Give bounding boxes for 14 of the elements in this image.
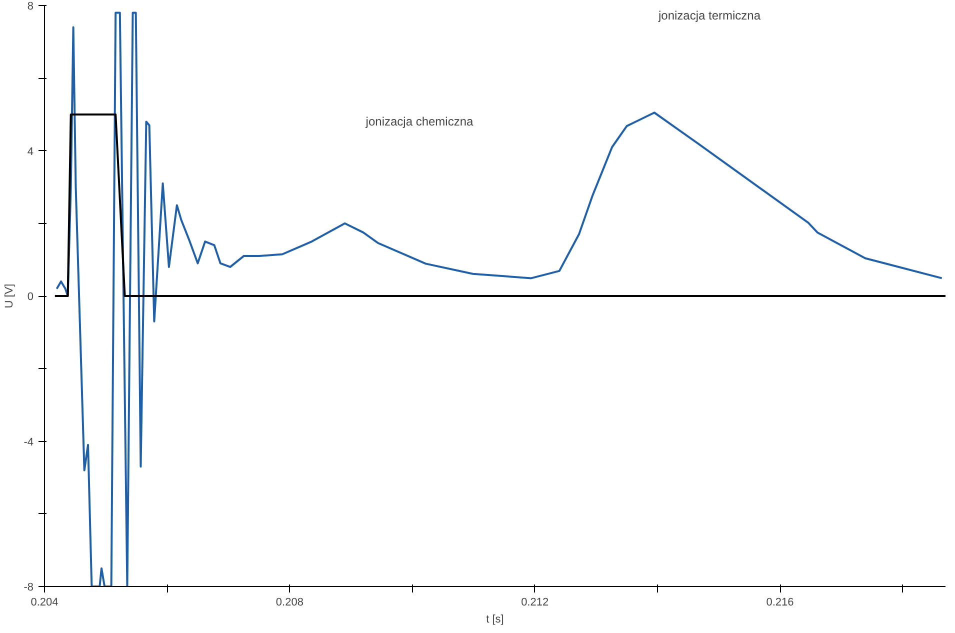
annotation: jonizacja chemiczna xyxy=(364,114,474,128)
x-tick-label: 0.204 xyxy=(30,596,58,608)
x-tick-label: 0.212 xyxy=(521,596,549,608)
y-tick-label: 4 xyxy=(27,146,34,158)
x-tick-label: 0.216 xyxy=(766,596,794,608)
annotation: jonizacja termiczna xyxy=(657,8,761,22)
y-axis-title: U [V] xyxy=(4,284,16,308)
x-tick-label: 0.208 xyxy=(276,596,304,608)
y-tick-label: 8 xyxy=(27,0,34,12)
y-tick-label: -8 xyxy=(24,582,34,594)
line-series xyxy=(56,12,943,586)
y-tick-label: 0 xyxy=(27,291,34,303)
y-tick-label: -4 xyxy=(24,436,34,448)
x-axis-title: t [s] xyxy=(486,614,504,626)
